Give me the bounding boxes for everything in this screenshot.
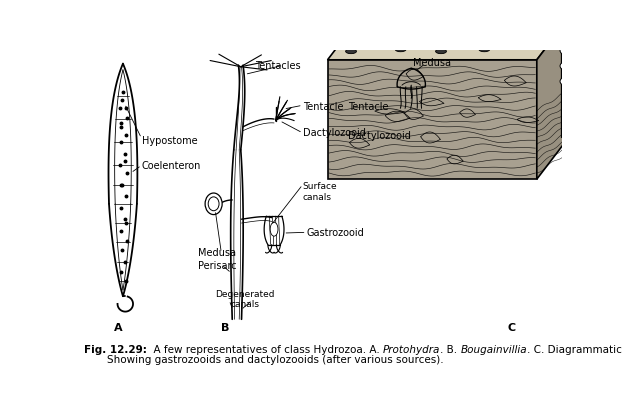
Ellipse shape bbox=[397, 31, 402, 34]
Text: Tentacles: Tentacles bbox=[255, 61, 300, 71]
Text: Perisarc: Perisarc bbox=[198, 261, 236, 271]
Ellipse shape bbox=[348, 20, 353, 24]
Text: A: A bbox=[114, 323, 122, 333]
Text: Gastrozooid: Gastrozooid bbox=[306, 228, 364, 239]
Ellipse shape bbox=[466, 37, 476, 42]
Ellipse shape bbox=[395, 47, 406, 52]
Ellipse shape bbox=[560, 78, 569, 85]
Ellipse shape bbox=[270, 222, 278, 236]
Text: A few representatives of class Hydrozoa. A.: A few representatives of class Hydrozoa.… bbox=[147, 345, 383, 355]
Ellipse shape bbox=[346, 49, 356, 54]
Ellipse shape bbox=[396, 4, 401, 7]
Ellipse shape bbox=[425, 36, 436, 40]
Text: . B.: . B. bbox=[441, 345, 461, 355]
Text: Surface
canals: Surface canals bbox=[303, 182, 338, 202]
Ellipse shape bbox=[513, 36, 524, 40]
Text: . C. Diagrammatic view of: . C. Diagrammatic view of bbox=[527, 345, 624, 355]
Text: Dactylozooid: Dactylozooid bbox=[348, 131, 411, 141]
Ellipse shape bbox=[470, 6, 475, 9]
Ellipse shape bbox=[516, 6, 522, 10]
Text: Medusa: Medusa bbox=[198, 249, 236, 259]
Text: Fig. 12.29:: Fig. 12.29: bbox=[84, 345, 147, 355]
Text: Medusa: Medusa bbox=[413, 58, 451, 68]
Text: Hypostome: Hypostome bbox=[142, 136, 197, 146]
Ellipse shape bbox=[205, 193, 222, 215]
Polygon shape bbox=[328, 60, 537, 179]
Text: Degenerated
canals: Degenerated canals bbox=[215, 290, 275, 310]
Ellipse shape bbox=[560, 31, 569, 39]
Text: Showing gastrozooids and dactylozooids (after various sources).: Showing gastrozooids and dactylozooids (… bbox=[107, 356, 444, 366]
Ellipse shape bbox=[379, 9, 385, 12]
Ellipse shape bbox=[348, 7, 353, 10]
Text: Coelenteron: Coelenteron bbox=[142, 161, 201, 171]
Ellipse shape bbox=[516, 20, 521, 23]
Text: Tentacle: Tentacle bbox=[348, 102, 388, 112]
Ellipse shape bbox=[441, 9, 446, 12]
Ellipse shape bbox=[484, 28, 488, 32]
Ellipse shape bbox=[469, 21, 474, 24]
Ellipse shape bbox=[378, 37, 388, 42]
Polygon shape bbox=[537, 21, 566, 179]
Text: Protohydra: Protohydra bbox=[383, 345, 441, 355]
Ellipse shape bbox=[427, 19, 432, 22]
Ellipse shape bbox=[485, 12, 489, 15]
Text: C: C bbox=[508, 323, 516, 333]
Ellipse shape bbox=[440, 21, 445, 25]
Ellipse shape bbox=[380, 22, 385, 26]
Ellipse shape bbox=[560, 62, 569, 70]
Ellipse shape bbox=[397, 17, 402, 20]
Ellipse shape bbox=[479, 47, 490, 52]
Ellipse shape bbox=[427, 5, 432, 8]
Text: Tentacle: Tentacle bbox=[303, 102, 343, 112]
Ellipse shape bbox=[348, 33, 353, 37]
Polygon shape bbox=[328, 21, 566, 60]
Ellipse shape bbox=[397, 68, 425, 90]
Text: Bougainvillia: Bougainvillia bbox=[461, 345, 527, 355]
Ellipse shape bbox=[436, 49, 446, 54]
Ellipse shape bbox=[439, 34, 444, 38]
Ellipse shape bbox=[560, 47, 569, 54]
Ellipse shape bbox=[208, 197, 219, 211]
Text: B: B bbox=[221, 323, 230, 333]
Text: Dactylozooid: Dactylozooid bbox=[303, 128, 366, 138]
